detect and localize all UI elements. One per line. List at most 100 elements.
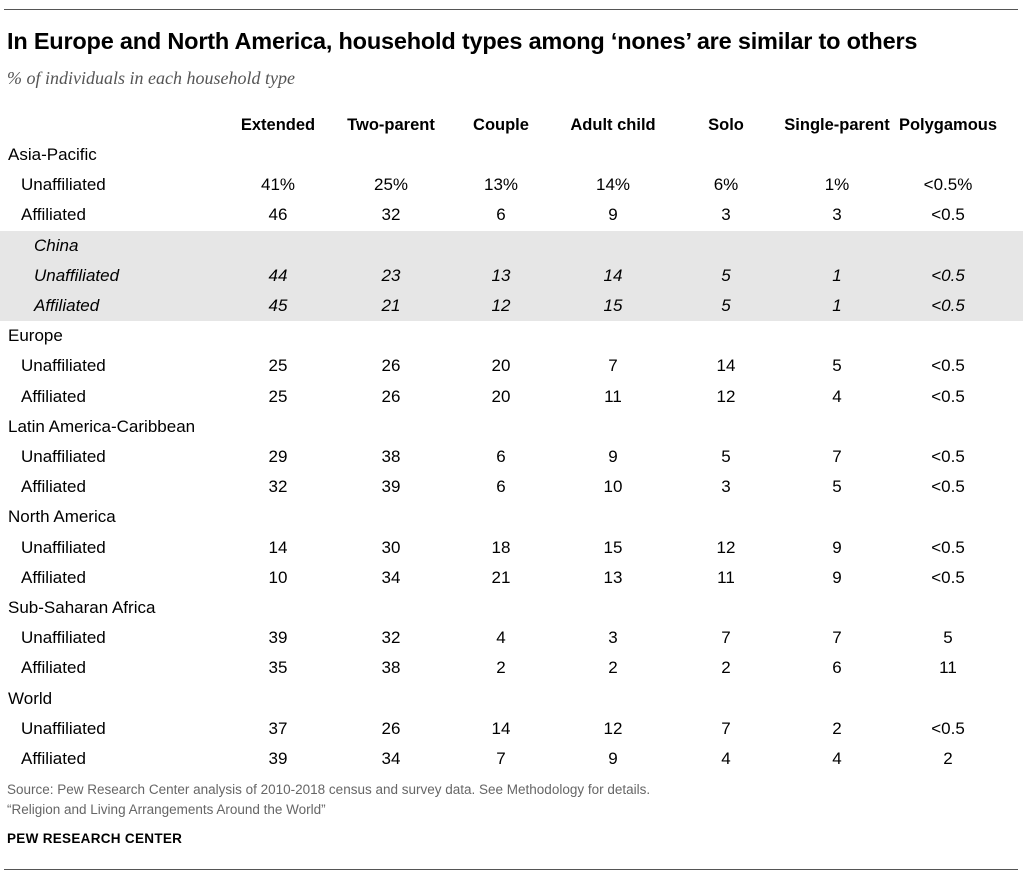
- table-cell: 21: [381, 296, 401, 315]
- column-header: Extended: [240, 116, 316, 134]
- chart-title: In Europe and North America, household t…: [7, 28, 918, 54]
- table-cell: 5: [832, 356, 842, 376]
- table-cell: 35: [268, 658, 288, 678]
- table-row: Affiliated 25 26 20 11 12 4 <0.5: [0, 382, 1023, 412]
- table-cell: <0.5: [931, 386, 965, 406]
- table-cell: 5: [832, 477, 842, 497]
- table-cell: 5: [721, 265, 731, 285]
- column-header: Single-parent: [784, 116, 890, 134]
- source-note: Source: Pew Research Center analysis of …: [7, 782, 651, 797]
- table-cell: 7: [832, 447, 842, 466]
- table-cell: 25: [268, 386, 288, 406]
- table-cell: 15: [603, 296, 623, 315]
- region-label: Latin America-Caribbean: [8, 416, 196, 436]
- table-row: Unaffiliated 14 30 18 15 12 9 <0.5: [0, 533, 1023, 563]
- table-cell: 2: [496, 658, 506, 678]
- table-cell: 10: [268, 567, 288, 587]
- table-cell: 7: [721, 628, 731, 648]
- table-cell: 32: [381, 205, 401, 225]
- column-header: Two-parent: [347, 116, 435, 134]
- region-row: North America: [0, 502, 1023, 532]
- table-cell: 34: [381, 567, 401, 587]
- table-cell: 4: [721, 749, 731, 768]
- table-cell: 15: [603, 537, 623, 557]
- table-cell: 30: [381, 537, 401, 557]
- table-cell: 9: [608, 205, 618, 225]
- table-cell: 6: [496, 447, 506, 466]
- table-cell: 6: [496, 205, 506, 225]
- table-cell: 13%: [483, 175, 519, 195]
- footer: Source: Pew Research Center analysis of …: [7, 780, 650, 820]
- region-label: Asia-Pacific: [8, 145, 97, 164]
- table-row: Affiliated 10 34 21 13 11 9 <0.5: [0, 563, 1023, 593]
- table-cell: 20: [491, 386, 511, 406]
- table-cell: 4: [832, 749, 842, 768]
- table-cell: 1: [832, 296, 842, 315]
- table-cell: 5: [721, 447, 731, 466]
- table-cell: 32: [381, 628, 401, 648]
- table-cell: 14: [716, 356, 736, 376]
- region-row: World: [0, 684, 1023, 714]
- table-cell: 9: [832, 567, 842, 587]
- table-cell: 41%: [260, 175, 296, 195]
- table-cell: 14: [491, 718, 511, 738]
- table-cell: 44: [268, 265, 288, 285]
- table-cell: 5: [943, 628, 953, 648]
- table-row: Affiliated 45 21 12 15 5 1 <0.5: [0, 291, 1023, 321]
- table-cell: 26: [381, 356, 401, 376]
- table-cell: 7: [721, 718, 731, 738]
- table-cell: 7: [832, 628, 842, 648]
- table-cell: 11: [717, 567, 735, 587]
- column-header: Couple: [473, 116, 529, 134]
- table-cell: 25%: [373, 175, 409, 195]
- column-header: Solo: [708, 116, 744, 134]
- table-cell: 14: [603, 265, 623, 285]
- region-label: Europe: [8, 326, 63, 346]
- region-row: China: [0, 230, 1023, 261]
- table-cell: 26: [381, 718, 401, 738]
- table-cell: 14: [268, 537, 288, 557]
- table-row: Unaffiliated 39 32 4 3 7 7 5: [0, 623, 1023, 653]
- row-label: Affiliated: [21, 749, 86, 768]
- table-cell: 9: [608, 749, 618, 768]
- table-cell: 11: [604, 386, 622, 406]
- table-row: Unaffiliated 41% 25% 13% 14% 6% 1% <0.5%: [0, 170, 1023, 200]
- brand-logo-text: PEW RESEARCH CENTER: [7, 831, 183, 846]
- region-label: North America: [8, 507, 116, 527]
- region-label: China: [34, 235, 79, 255]
- table-cell: 39: [381, 477, 401, 497]
- table-cell: 2: [608, 658, 618, 678]
- table-cell: 9: [608, 447, 618, 466]
- table-cell: 11: [939, 658, 957, 678]
- table-cell: 39: [268, 749, 288, 768]
- table-cell: <0.5: [931, 205, 965, 225]
- table-row: Unaffiliated 29 38 6 9 5 7 <0.5: [0, 442, 1023, 472]
- table-cell: 12: [491, 296, 511, 315]
- table-cell: 32: [268, 477, 288, 497]
- table-cell: 21: [491, 567, 511, 587]
- table-cell: 25: [268, 356, 288, 376]
- row-label: Affiliated: [21, 386, 86, 406]
- table-cell: 14%: [595, 175, 631, 195]
- table-cell: 7: [608, 356, 618, 376]
- table-cell: 9: [832, 537, 842, 557]
- table-cell: 38: [381, 658, 401, 678]
- row-label: Unaffiliated: [21, 356, 106, 376]
- table-cell: 6%: [713, 175, 739, 195]
- table-row: Affiliated 39 34 7 9 4 4 2: [0, 744, 1023, 774]
- table-cell: 6: [832, 658, 842, 678]
- row-label: Unaffiliated: [21, 447, 106, 466]
- table-cell: 13: [491, 265, 511, 285]
- region-row: Asia-Pacific: [0, 140, 1023, 170]
- table-cell: 1%: [824, 175, 850, 195]
- table-row: Affiliated 35 38 2 2 2 6 11: [0, 653, 1023, 683]
- region-row: Europe: [0, 321, 1023, 351]
- table-cell: 37: [268, 718, 288, 738]
- table-cell: 46: [268, 205, 288, 225]
- table-cell: 18: [491, 537, 511, 557]
- report-title: “Religion and Living Arrangements Around…: [7, 802, 326, 817]
- row-label: Unaffiliated: [21, 537, 106, 557]
- row-label: Affiliated: [21, 658, 86, 678]
- row-label: Unaffiliated: [21, 718, 106, 738]
- table-cell: <0.5: [931, 296, 965, 315]
